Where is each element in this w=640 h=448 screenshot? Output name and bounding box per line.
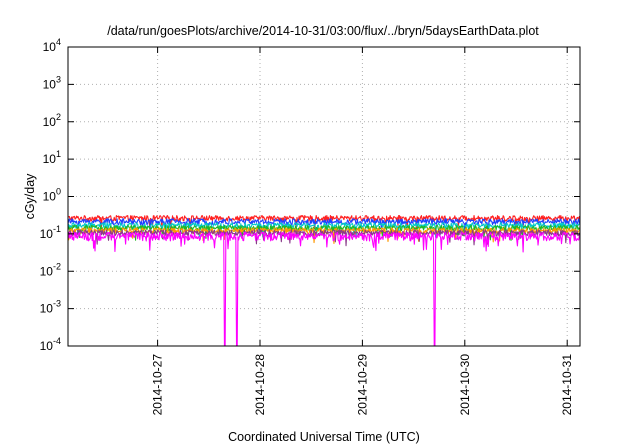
y-tick-label-base: 10 <box>43 40 57 54</box>
y-tick-label: 102 <box>43 112 61 129</box>
y-tick-label: 10-3 <box>40 299 61 316</box>
y-tick-label-base: 10 <box>40 302 54 316</box>
y-tick-label: 103 <box>43 74 61 91</box>
series-line <box>67 224 581 241</box>
y-tick-label-exponent: 4 <box>56 37 61 47</box>
chart-title: /data/run/goesPlots/archive/2014-10-31/0… <box>107 24 539 38</box>
x-tick-label: 2014-10-27 <box>151 354 165 416</box>
y-axis-title: cGy/day <box>23 173 37 220</box>
x-tick-label: 2014-10-28 <box>253 354 267 416</box>
y-tick-label-base: 10 <box>43 152 57 166</box>
y-tick-label: 104 <box>43 37 61 54</box>
y-tick-label: 10-2 <box>40 261 61 278</box>
y-tick-label-exponent: 2 <box>56 112 61 122</box>
y-tick-label-exponent: -2 <box>53 261 61 271</box>
y-tick-label-base: 10 <box>40 227 54 241</box>
x-tick-label: 2014-10-30 <box>458 354 472 416</box>
y-tick-label-base: 10 <box>43 190 57 204</box>
y-tick-label-base: 10 <box>40 339 54 353</box>
y-tick-label-exponent: -4 <box>53 336 61 346</box>
series-line <box>67 231 581 347</box>
y-tick-label-exponent: 3 <box>56 74 61 84</box>
y-tick-label-exponent: -1 <box>53 224 61 234</box>
y-tick-label-base: 10 <box>40 264 54 278</box>
series-line <box>67 218 581 235</box>
series-lines <box>67 214 581 347</box>
y-tick-label-base: 10 <box>43 77 57 91</box>
x-axis: 2014-10-27 2014-10-28 2014-10-29 2014-10-30… <box>151 47 574 416</box>
y-tick-label-exponent: -3 <box>53 299 61 309</box>
y-tick-label-exponent: 1 <box>56 149 61 159</box>
y-tick-label: 100 <box>43 187 61 204</box>
y-tick-label-base: 10 <box>43 115 57 129</box>
series-line <box>67 214 581 232</box>
y-tick-label: 101 <box>43 149 61 166</box>
x-tick-label: 2014-10-31 <box>560 354 574 416</box>
y-tick-label-exponent: 0 <box>56 187 61 197</box>
x-tick-label: 2014-10-29 <box>355 354 369 416</box>
y-tick-label: 10-4 <box>40 336 61 353</box>
y-tick-label: 10-1 <box>40 224 61 241</box>
x-axis-title: Coordinated Universal Time (UTC) <box>228 430 420 444</box>
